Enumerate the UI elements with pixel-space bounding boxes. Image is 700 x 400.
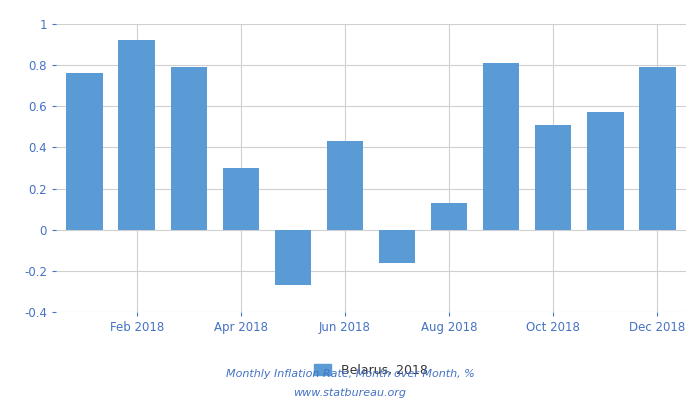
Bar	[171, 67, 207, 230]
Bar	[274, 230, 311, 285]
Bar	[431, 203, 468, 230]
Bar	[587, 112, 624, 230]
Text: Monthly Inflation Rate, Month over Month, %: Monthly Inflation Rate, Month over Month…	[225, 369, 475, 379]
Bar	[379, 230, 415, 263]
Bar	[639, 67, 676, 230]
Bar	[118, 40, 155, 230]
Legend: Belarus, 2018: Belarus, 2018	[309, 358, 433, 382]
Bar	[535, 125, 571, 230]
Bar	[327, 141, 363, 230]
Bar	[483, 63, 519, 230]
Bar	[66, 73, 103, 230]
Bar	[223, 168, 259, 230]
Text: www.statbureau.org: www.statbureau.org	[293, 388, 407, 398]
